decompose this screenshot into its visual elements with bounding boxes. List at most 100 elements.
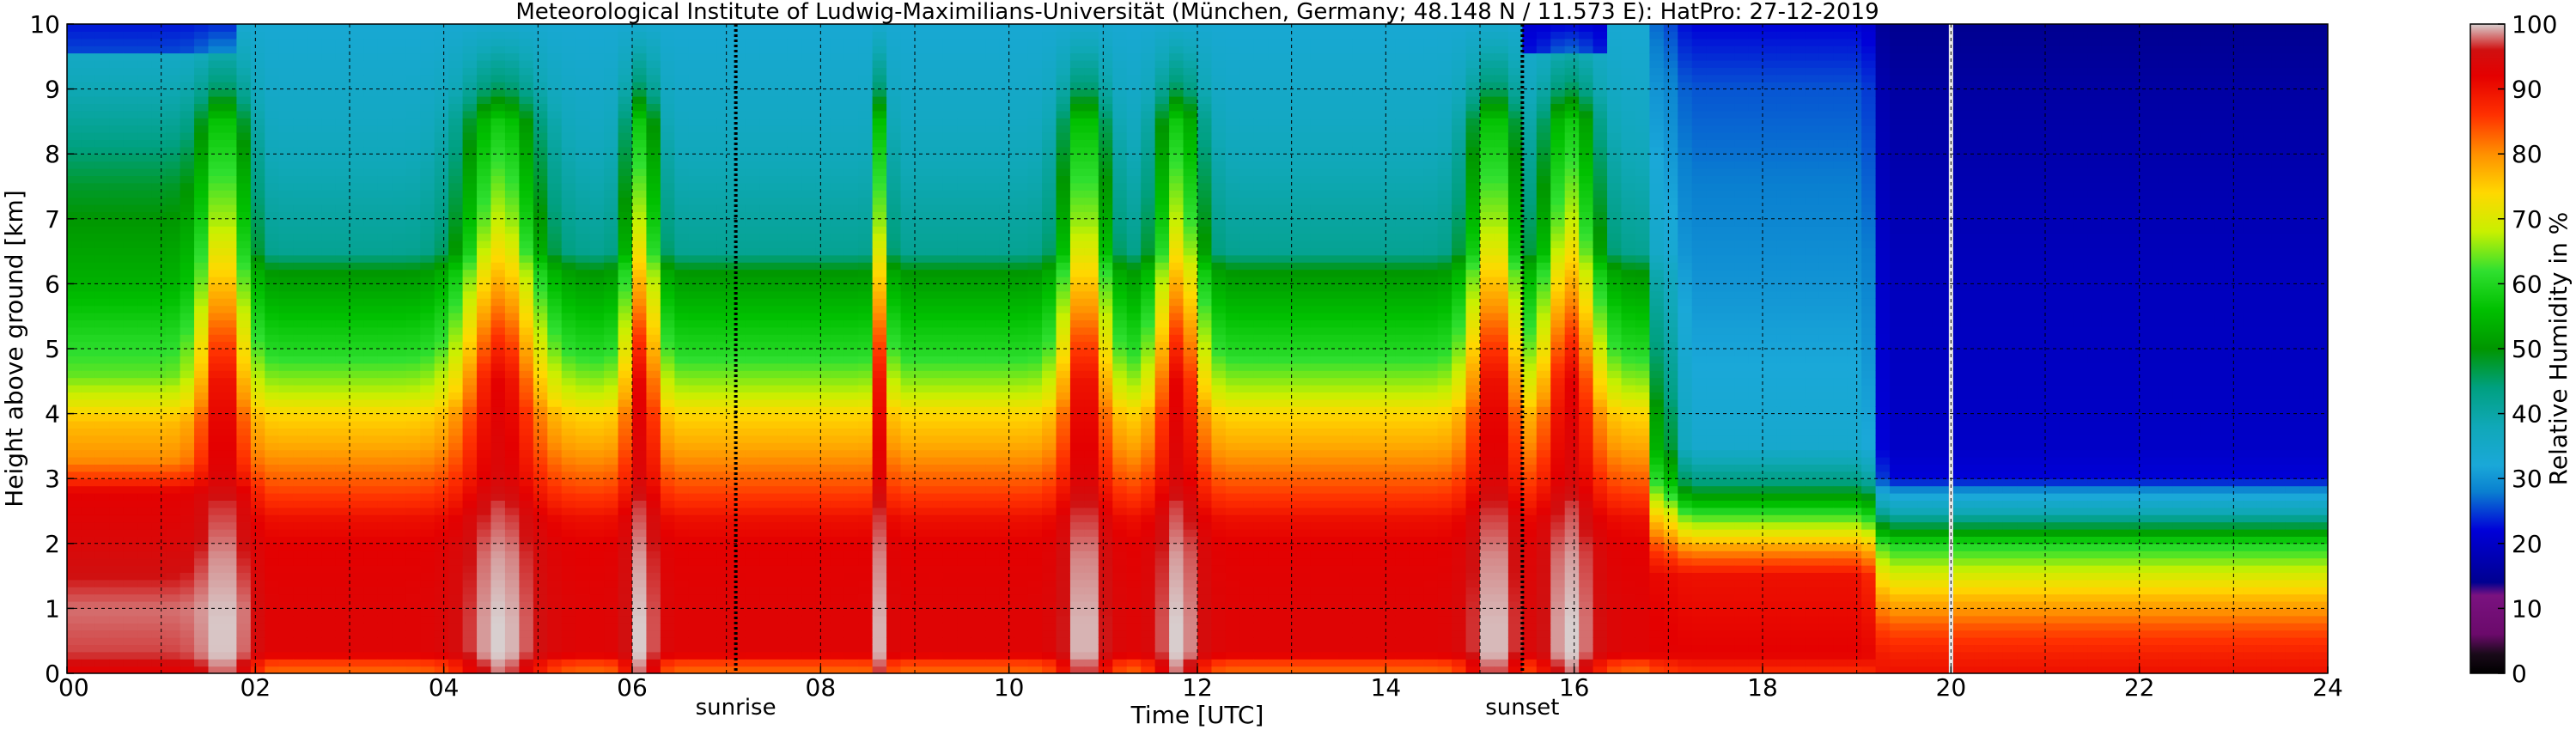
heatmap-cell — [843, 587, 859, 595]
heatmap-cell — [589, 139, 605, 148]
heatmap-cell — [321, 326, 337, 335]
heatmap-cell — [462, 457, 478, 465]
heatmap-cell — [703, 593, 718, 602]
heatmap-cell — [477, 392, 492, 400]
heatmap-cell — [674, 334, 690, 343]
heatmap-cell — [745, 334, 760, 343]
heatmap-cell — [250, 197, 265, 205]
heatmap-cell — [166, 601, 181, 609]
heatmap-cell — [293, 521, 308, 530]
heatmap-cell — [335, 421, 350, 429]
heatmap-cell — [123, 442, 138, 451]
heatmap-cell — [335, 435, 350, 443]
heatmap-cell — [815, 608, 831, 617]
heatmap-cell — [448, 630, 464, 638]
heatmap-cell — [843, 385, 859, 392]
heatmap-cell — [561, 623, 576, 631]
heatmap-cell — [166, 615, 181, 624]
heatmap-cell — [434, 406, 449, 415]
heatmap-cell — [618, 385, 633, 392]
heatmap-cell — [222, 557, 237, 566]
heatmap-cell — [618, 218, 633, 227]
heatmap-cell — [547, 478, 563, 487]
heatmap-cell — [420, 168, 435, 176]
heatmap-cell — [363, 478, 379, 487]
heatmap-cell — [773, 190, 789, 198]
heatmap-cell — [815, 88, 831, 97]
heatmap-cell — [504, 608, 520, 617]
heatmap-cell — [94, 60, 110, 68]
heatmap-cell — [137, 493, 153, 501]
heatmap-cell — [561, 565, 576, 573]
heatmap-cell — [321, 485, 337, 494]
heatmap-cell — [843, 449, 859, 458]
heatmap-cell — [321, 60, 337, 68]
heatmap-cell — [250, 262, 265, 271]
heatmap-cell — [547, 247, 563, 256]
heatmap-cell — [151, 521, 167, 530]
heatmap-cell — [67, 637, 82, 645]
heatmap-cell — [250, 666, 265, 673]
heatmap-cell — [405, 218, 421, 227]
heatmap-cell — [194, 485, 210, 494]
heatmap-cell — [703, 428, 718, 436]
heatmap-cell — [278, 182, 294, 191]
heatmap-cell — [604, 125, 619, 133]
heatmap-cell — [321, 161, 337, 169]
heatmap-cell — [166, 362, 181, 371]
heatmap-cell — [618, 146, 633, 155]
heatmap-cell — [448, 349, 464, 356]
heatmap-cell — [208, 197, 223, 205]
heatmap-cell — [434, 608, 449, 617]
heatmap-cell — [405, 67, 421, 76]
heatmap-cell — [843, 377, 859, 386]
heatmap-cell — [660, 161, 675, 169]
heatmap-cell — [589, 88, 605, 97]
heatmap-cell — [109, 334, 125, 343]
heatmap-cell — [363, 362, 379, 371]
heatmap-cell — [405, 406, 421, 415]
heatmap-cell — [180, 630, 195, 638]
heatmap-cell — [377, 290, 393, 299]
heatmap-cell — [830, 139, 845, 148]
heatmap-cell — [688, 421, 703, 429]
heatmap-cell — [321, 398, 337, 407]
heatmap-cell — [265, 125, 280, 133]
heatmap-cell — [462, 478, 478, 487]
heatmap-cell — [745, 125, 760, 133]
heatmap-cell — [646, 326, 661, 335]
heatmap-cell — [688, 262, 703, 271]
heatmap-cell — [830, 262, 845, 271]
heatmap-cell — [759, 197, 775, 205]
heatmap-cell — [67, 608, 82, 617]
heatmap-cell — [561, 96, 576, 104]
heatmap-cell — [123, 478, 138, 487]
heatmap-cell — [278, 507, 294, 515]
heatmap-cell — [504, 514, 520, 523]
heatmap-cell — [123, 110, 138, 119]
heatmap-cell — [81, 478, 96, 487]
heatmap-cell — [94, 218, 110, 227]
heatmap-cell — [815, 247, 831, 256]
heatmap-cell — [477, 334, 492, 343]
heatmap-cell — [350, 543, 365, 551]
heatmap-cell — [392, 146, 407, 155]
heatmap-cell — [674, 125, 690, 133]
heatmap-cell — [604, 551, 619, 559]
heatmap-cell — [363, 161, 379, 169]
heatmap-cell — [632, 478, 648, 487]
heatmap-cell — [787, 362, 802, 371]
heatmap-cell — [222, 52, 237, 61]
heatmap-cell — [773, 471, 789, 479]
heatmap-cell — [618, 204, 633, 212]
heatmap-cell — [194, 46, 210, 54]
heatmap-cell — [660, 74, 675, 82]
heatmap-cell — [420, 67, 435, 76]
heatmap-cell — [618, 666, 633, 673]
heatmap-cell — [208, 413, 223, 422]
heatmap-cell — [716, 651, 732, 660]
heatmap-cell — [519, 175, 534, 184]
heatmap-cell — [801, 182, 817, 191]
heatmap-cell — [547, 204, 563, 212]
heatmap-cell — [703, 139, 718, 148]
